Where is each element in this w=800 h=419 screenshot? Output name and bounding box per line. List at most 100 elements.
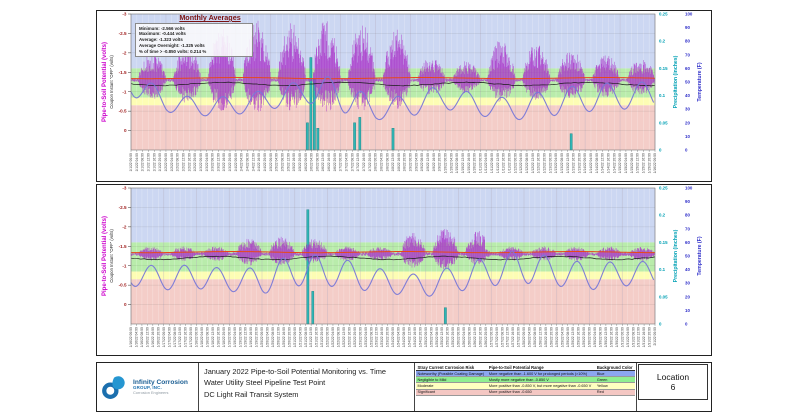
- svg-text:1/6/22 04:00: 1/6/22 04:00: [310, 153, 314, 171]
- risk-table-cell: Noteworthy (Possible Coating Damage): [416, 370, 488, 378]
- svg-text:1/12/22 20:00: 1/12/22 20:00: [542, 153, 546, 173]
- svg-text:1/25/22 00:00: 1/25/22 00:00: [424, 327, 428, 347]
- svg-text:1/18/22 08:00: 1/18/22 08:00: [206, 327, 210, 347]
- svg-text:1/17/22 00:00: 1/17/22 00:00: [162, 327, 166, 347]
- svg-text:1/19/22 20:00: 1/19/22 20:00: [255, 327, 259, 347]
- logo-tagline: Corrosion Engineers: [133, 389, 169, 395]
- svg-text:1/15/22 00:00: 1/15/22 00:00: [618, 153, 622, 173]
- overnight-average-line: [130, 81, 656, 87]
- svg-text:80: 80: [685, 39, 690, 44]
- svg-text:1/14/22 00:00: 1/14/22 00:00: [583, 153, 587, 173]
- svg-text:1/18/22 16:00: 1/18/22 16:00: [216, 327, 220, 347]
- svg-text:0.1: 0.1: [659, 93, 666, 98]
- svg-text:1/30/22 16:00: 1/30/22 16:00: [609, 327, 613, 347]
- svg-text:1/24/22 08:00: 1/24/22 08:00: [402, 327, 406, 347]
- svg-text:1/19/22 04:00: 1/19/22 04:00: [233, 327, 237, 347]
- svg-text:1/22/22 00:00: 1/22/22 00:00: [326, 327, 330, 347]
- risk-table-cell: Red: [595, 389, 635, 396]
- svg-text:1/29/22 00:00: 1/29/22 00:00: [555, 327, 559, 347]
- svg-text:1/21/22 12:00: 1/21/22 12:00: [309, 327, 313, 347]
- svg-text:1/11/22 04:00: 1/11/22 04:00: [484, 153, 488, 173]
- svg-text:1/9/22 16:00: 1/9/22 16:00: [432, 153, 436, 171]
- svg-text:1/31/22 12:00: 1/31/22 12:00: [637, 327, 641, 347]
- svg-text:1/25/22 08:00: 1/25/22 08:00: [435, 327, 439, 347]
- svg-text:1/22/22 16:00: 1/22/22 16:00: [347, 327, 351, 347]
- risk-table-cell: Green: [595, 376, 635, 384]
- svg-text:1/26/22 20:00: 1/26/22 20:00: [484, 327, 488, 347]
- svg-text:1/23/22 08:00: 1/23/22 08:00: [369, 327, 373, 347]
- svg-text:1/30/22 04:00: 1/30/22 04:00: [593, 327, 597, 347]
- risk-table-header: Pipe-to-Soil Potential Range: [487, 364, 596, 371]
- svg-text:-2: -2: [122, 50, 127, 55]
- svg-text:100: 100: [685, 12, 693, 17]
- svg-text:1/23/22 12:00: 1/23/22 12:00: [375, 327, 379, 347]
- svg-text:1/20/22 20:00: 1/20/22 20:00: [287, 327, 291, 347]
- svg-text:1/6/22 12:00: 1/6/22 12:00: [321, 153, 325, 171]
- svg-text:1/17/22 08:00: 1/17/22 08:00: [173, 327, 177, 347]
- svg-text:1/28/22 12:00: 1/28/22 12:00: [538, 327, 542, 347]
- left-axis-subtitle: Coupon Instant "OFF" (volts): [109, 55, 114, 109]
- svg-text:1/3/22 20:00: 1/3/22 20:00: [228, 153, 232, 171]
- svg-text:1/24/22 16:00: 1/24/22 16:00: [413, 327, 417, 347]
- svg-text:90: 90: [685, 199, 690, 204]
- svg-text:1/11/22 08:00: 1/11/22 08:00: [490, 153, 494, 173]
- svg-text:1/30/22 00:00: 1/30/22 00:00: [588, 327, 592, 347]
- svg-text:1/11/22 16:00: 1/11/22 16:00: [502, 153, 506, 173]
- svg-text:-2.5: -2.5: [119, 31, 127, 36]
- svg-text:1/11/22 12:00: 1/11/22 12:00: [496, 153, 500, 173]
- svg-text:1/1/22 04:00: 1/1/22 04:00: [135, 153, 139, 171]
- svg-text:40: 40: [685, 267, 690, 272]
- svg-text:1/28/22 04:00: 1/28/22 04:00: [528, 327, 532, 347]
- svg-text:0.05: 0.05: [659, 120, 668, 125]
- risk-table-header: Background Color: [595, 364, 635, 371]
- risk-table-cell: Moderate: [416, 382, 488, 390]
- svg-text:1/20/22 00:00: 1/20/22 00:00: [260, 327, 264, 347]
- svg-text:60: 60: [685, 240, 690, 245]
- svg-text:1/13/22 04:00: 1/13/22 04:00: [554, 153, 558, 173]
- svg-text:-1: -1: [122, 89, 127, 94]
- logo: Infinity Corrosion GROUP, INC. Corrosion…: [97, 363, 199, 411]
- svg-text:50: 50: [685, 254, 690, 259]
- svg-text:1/13/22 00:00: 1/13/22 00:00: [548, 153, 552, 173]
- svg-text:1/27/22 08:00: 1/27/22 08:00: [500, 327, 504, 347]
- svg-text:1/7/22 04:00: 1/7/22 04:00: [345, 153, 349, 171]
- location-value: 6: [670, 382, 676, 392]
- svg-text:1/4/22 16:00: 1/4/22 16:00: [257, 153, 261, 171]
- location-empty-strip: [637, 401, 709, 411]
- svg-text:1/8/22 08:00: 1/8/22 08:00: [385, 153, 389, 171]
- svg-text:1/9/22 20:00: 1/9/22 20:00: [438, 153, 442, 171]
- svg-text:1/22/22 04:00: 1/22/22 04:00: [331, 327, 335, 347]
- svg-text:0.15: 0.15: [659, 66, 668, 71]
- risk-table-header-row: Stray Current Corrosion Risk Pipe-to-Soil…: [416, 364, 635, 371]
- svg-text:1/27/22 16:00: 1/27/22 16:00: [511, 327, 515, 347]
- risk-table-cell: Yellow: [595, 382, 635, 390]
- svg-text:1/27/22 04:00: 1/27/22 04:00: [495, 327, 499, 347]
- y-axis-labels: -3 -2.5 -2 -1.5 -1 -0.5 0: [119, 186, 131, 307]
- svg-text:0.2: 0.2: [659, 39, 666, 44]
- svg-text:1/21/22 08:00: 1/21/22 08:00: [304, 327, 308, 347]
- svg-text:1/3/22 16:00: 1/3/22 16:00: [222, 153, 226, 171]
- logo-company-name: Infinity Corrosion: [133, 378, 188, 386]
- svg-text:1/19/22 00:00: 1/19/22 00:00: [227, 327, 231, 347]
- svg-text:1/12/22 12:00: 1/12/22 12:00: [531, 153, 535, 173]
- svg-text:1/6/22 08:00: 1/6/22 08:00: [315, 153, 319, 171]
- svg-text:1/29/22 08:00: 1/29/22 08:00: [566, 327, 570, 347]
- svg-text:1/16/22 00:00: 1/16/22 00:00: [129, 327, 133, 347]
- svg-text:1/28/22 08:00: 1/28/22 08:00: [533, 327, 537, 347]
- svg-text:1/17/22 04:00: 1/17/22 04:00: [167, 327, 171, 347]
- svg-text:1/2/22 08:00: 1/2/22 08:00: [176, 153, 180, 171]
- precip-axis-labels: 0.25 0.2 0.15 0.1 0.05 0: [659, 12, 668, 153]
- svg-text:1/10/22 00:00: 1/10/22 00:00: [444, 153, 448, 173]
- svg-text:1/30/22 20:00: 1/30/22 20:00: [615, 327, 619, 347]
- svg-text:1/8/22 04:00: 1/8/22 04:00: [379, 153, 383, 171]
- svg-text:1/31/22 00:00: 1/31/22 00:00: [620, 327, 624, 347]
- svg-text:0.2: 0.2: [659, 213, 666, 218]
- svg-text:0: 0: [659, 322, 662, 327]
- svg-text:0.1: 0.1: [659, 267, 666, 272]
- svg-text:0.25: 0.25: [659, 12, 668, 17]
- svg-text:1/27/22 00:00: 1/27/22 00:00: [489, 327, 493, 347]
- temperature-series: [130, 76, 655, 121]
